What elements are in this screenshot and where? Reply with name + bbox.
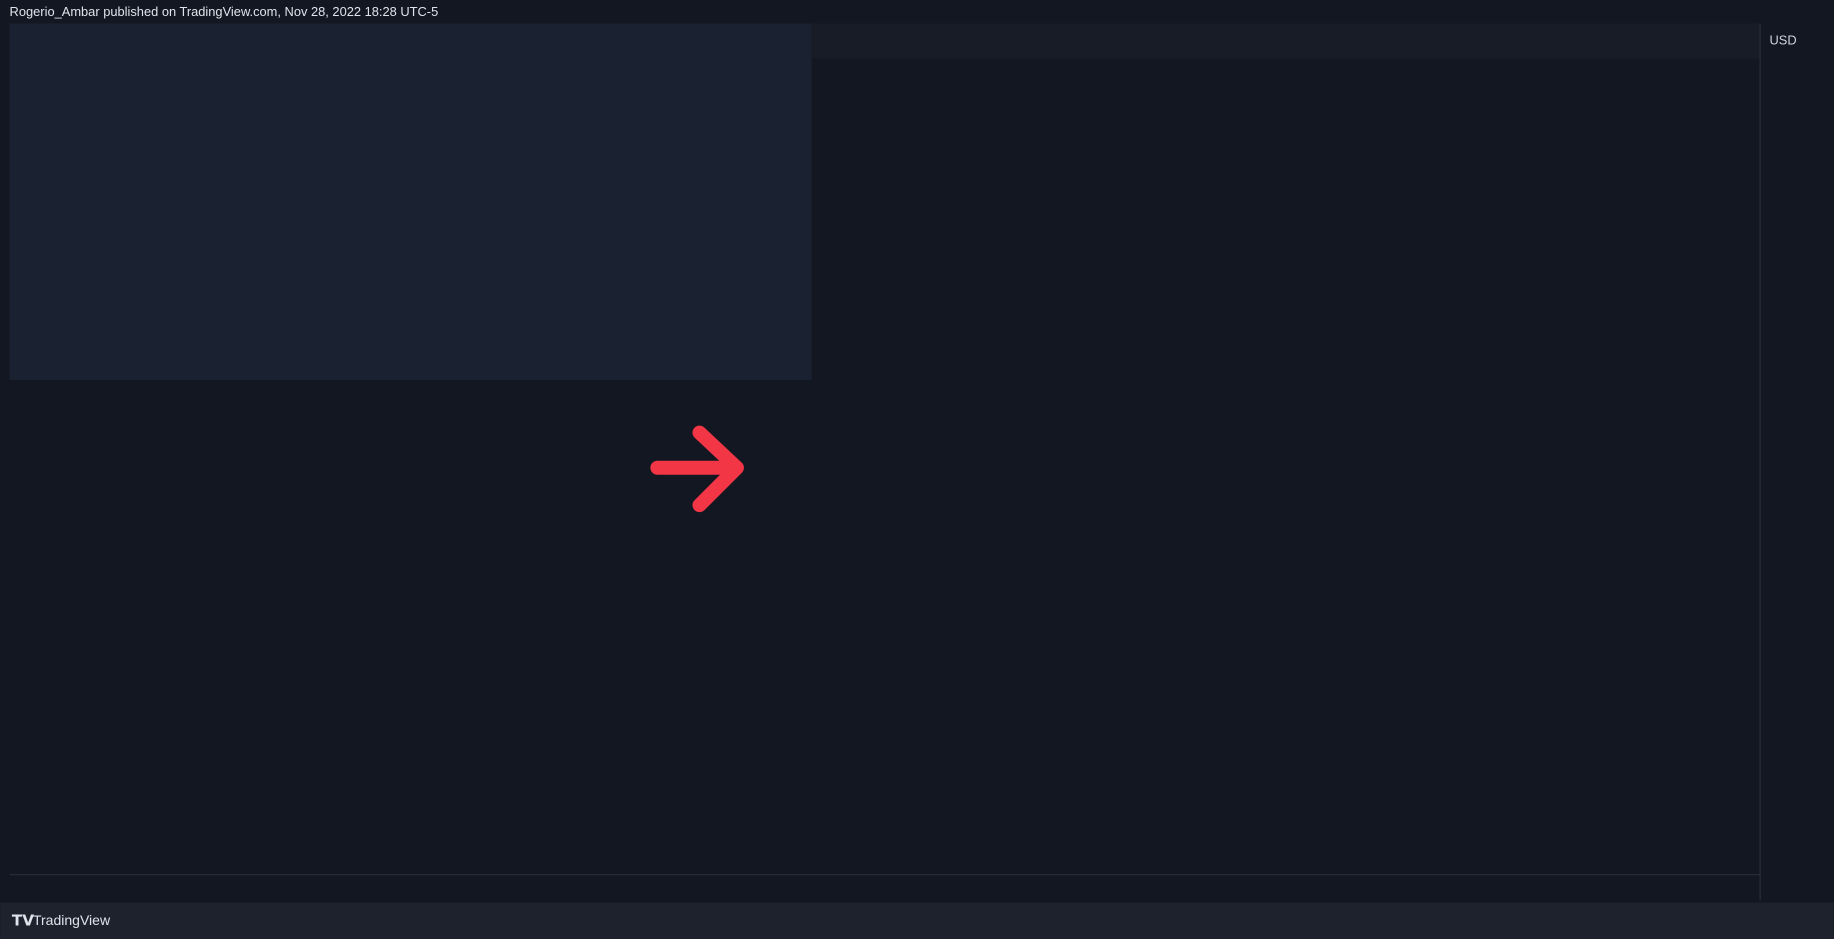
publisher: Rogerio_Ambar published on TradingView.c… [10,4,439,19]
footer-bar [0,902,1834,939]
arrow [650,425,744,513]
brand: TradingView [33,912,111,928]
shaded-band [811,23,1761,59]
tv-logo: 𝗧𝗩 [12,912,34,929]
header-bar [0,0,1834,24]
currency: USD [1769,32,1796,47]
shaded-region [9,23,812,381]
price-axis [1760,23,1834,901]
